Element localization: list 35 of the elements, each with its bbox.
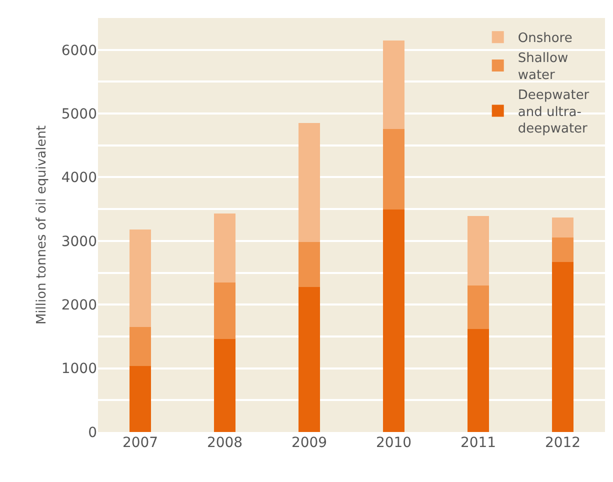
bar bbox=[130, 229, 151, 327]
bar bbox=[383, 210, 404, 432]
y-tick-label: 6000 bbox=[61, 42, 97, 59]
y-tick-label: 1000 bbox=[61, 361, 97, 378]
bar bbox=[214, 214, 236, 282]
y-axis-title: Million tonnes of oil equivalent bbox=[34, 125, 50, 325]
bar bbox=[130, 366, 151, 432]
x-tick-label: 2007 bbox=[122, 435, 158, 451]
bar bbox=[552, 217, 574, 238]
bar bbox=[214, 339, 236, 432]
bar bbox=[383, 128, 404, 210]
bar bbox=[552, 262, 574, 432]
bar bbox=[298, 123, 320, 242]
bar bbox=[468, 286, 489, 329]
y-tick-label: 4000 bbox=[61, 170, 97, 186]
bar bbox=[383, 40, 404, 129]
y-tick-label: 0 bbox=[88, 424, 97, 441]
legend-label: Deepwater and ultra-deepwater bbox=[518, 88, 590, 137]
y-tick-label: 3000 bbox=[61, 234, 97, 250]
bar bbox=[298, 242, 320, 287]
x-tick-label: 2010 bbox=[376, 435, 412, 451]
bar bbox=[130, 326, 151, 366]
y-tick-label: 2000 bbox=[61, 298, 97, 314]
bar bbox=[552, 238, 574, 262]
legend-label: Onshore bbox=[518, 31, 572, 46]
y-tick-label: 5000 bbox=[61, 106, 97, 122]
legend-label: Shallow water bbox=[518, 51, 568, 83]
bar bbox=[468, 328, 489, 432]
x-tick-label: 2012 bbox=[544, 435, 581, 451]
bar bbox=[468, 216, 489, 286]
bar bbox=[298, 286, 320, 432]
x-tick-label: 2009 bbox=[291, 435, 328, 451]
x-tick-label: 2011 bbox=[460, 435, 496, 451]
bar bbox=[214, 282, 236, 340]
x-tick-label: 2008 bbox=[206, 435, 243, 451]
